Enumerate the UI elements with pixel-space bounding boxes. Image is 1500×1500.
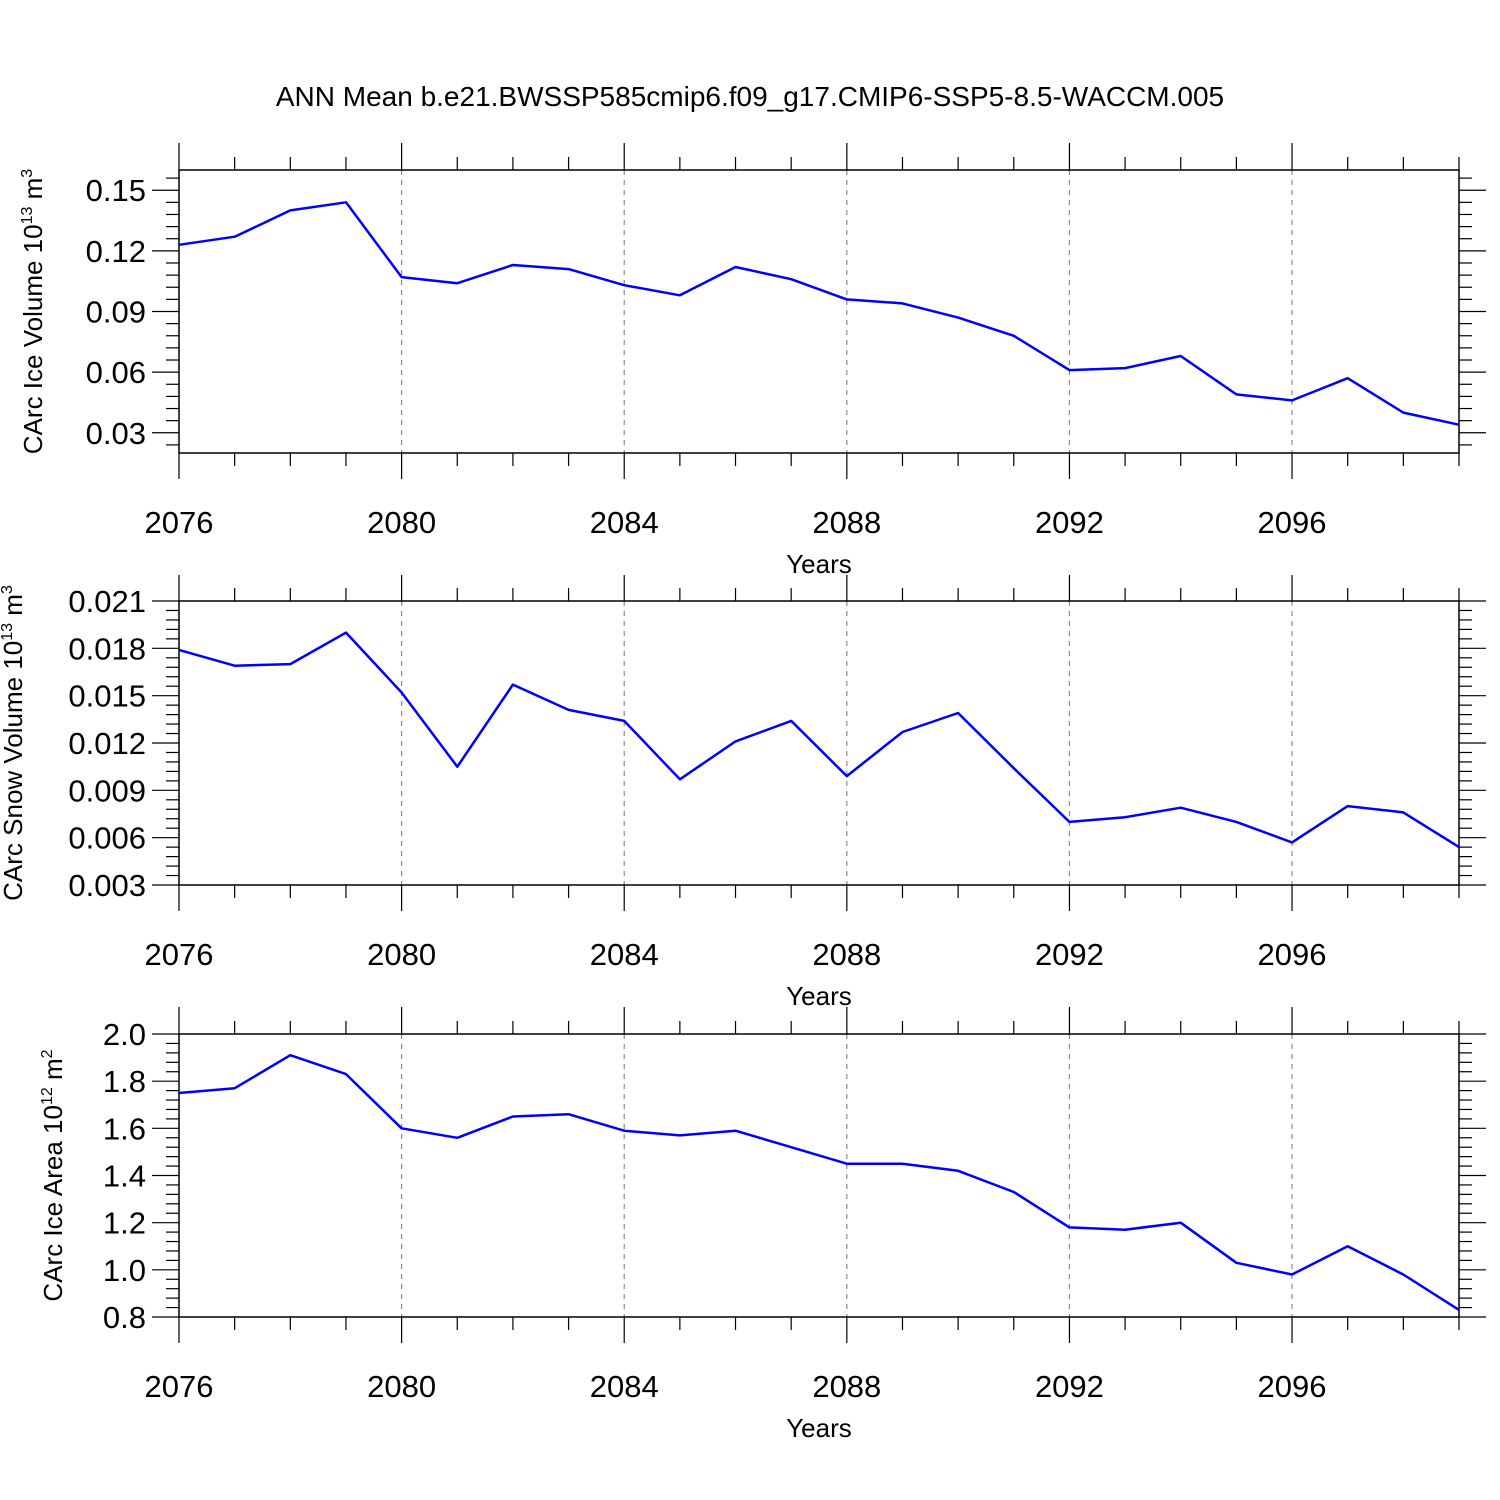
y-axis-title-unit-exp: 2 <box>39 1049 56 1058</box>
x-tick-label: 2084 <box>590 505 659 540</box>
panel-2: 0.003 0.006 0.009 0.012 0.015 0.018 0.021 2076 2… <box>0 575 1486 1011</box>
y-axis-title-unit-exp: 3 <box>19 169 36 178</box>
x-tick-label: 2080 <box>367 1369 436 1404</box>
panel-1: 0.03 0.06 0.09 0.12 0.15 2076 2080 2084 2088 2092… <box>18 143 1486 579</box>
y-tick-label: 1.0 <box>103 1253 146 1288</box>
x-tick-label: 2088 <box>812 1369 881 1404</box>
y-axis-title-exp: 13 <box>19 207 36 225</box>
y-tick-label: 1.4 <box>103 1159 146 1194</box>
y-tick-label: 0.009 <box>68 773 146 808</box>
x-tick-label: 2096 <box>1258 1369 1327 1404</box>
x-tick-label: 2080 <box>367 937 436 972</box>
y-axis-title-unit: m <box>0 594 28 623</box>
x-tick-label: 2084 <box>590 1369 659 1404</box>
y-tick-label: 0.12 <box>86 234 146 269</box>
panel-3: 0.8 1.0 1.2 1.4 1.6 1.8 2.0 2076 2080 2084 2088 209… <box>38 1007 1486 1443</box>
y-tick-label: 0.021 <box>68 584 146 619</box>
x-tick-label: 2076 <box>145 1369 214 1404</box>
y-axis-title: CArc Ice Volume 1013 m3 <box>18 169 48 454</box>
series-line <box>178 201 1460 426</box>
plot-frame <box>178 600 1460 886</box>
y-tick-label: 0.09 <box>86 295 146 330</box>
y-tick-label: 2.0 <box>103 1017 146 1052</box>
y-tick-label: 0.8 <box>103 1300 146 1335</box>
y-axis-title-exp: 12 <box>39 1087 56 1105</box>
x-axis-title: Years <box>786 549 852 579</box>
y-axis-title-base: CArc Ice Area 10 <box>38 1105 68 1302</box>
x-tick-label: 2076 <box>145 505 214 540</box>
x-tick-label: 2076 <box>145 937 214 972</box>
figure-title: ANN Mean b.e21.BWSSP585cmip6.f09_g17.CMI… <box>276 81 1224 112</box>
panels: 0.03 0.06 0.09 0.12 0.15 2076 2080 2084 2088 2092… <box>0 143 1486 1443</box>
x-tick-label: 2080 <box>367 505 436 540</box>
y-tick-label: 0.003 <box>68 868 146 903</box>
y-tick-label: 0.018 <box>68 631 146 666</box>
x-tick-label: 2092 <box>1035 505 1104 540</box>
y-axis-title: CArc Ice Area 1012 m2 <box>38 1049 68 1301</box>
y-axis-title-exp: 13 <box>0 623 16 641</box>
y-tick-label: 1.6 <box>103 1111 146 1146</box>
y-axis-title: CArc Snow Volume 1013 m3 <box>0 585 28 901</box>
x-tick-label: 2096 <box>1258 505 1327 540</box>
y-axis-title-unit: m <box>38 1058 68 1087</box>
y-axis-title-unit: m <box>18 178 48 207</box>
x-tick-label: 2092 <box>1035 1369 1104 1404</box>
y-tick-label: 0.06 <box>86 355 146 390</box>
x-tick-label: 2096 <box>1258 937 1327 972</box>
y-axis-title-base: CArc Ice Volume 10 <box>18 224 48 454</box>
y-tick-label: 0.15 <box>86 173 146 208</box>
y-axis-title-unit-exp: 3 <box>0 585 16 594</box>
x-tick-label: 2092 <box>1035 937 1104 972</box>
y-tick-label: 1.8 <box>103 1064 146 1099</box>
series-line <box>178 1053 1460 1311</box>
y-axis-title-base: CArc Snow Volume 10 <box>0 641 28 901</box>
y-tick-label: 0.03 <box>86 416 146 451</box>
plot-frame <box>178 169 1460 454</box>
y-tick-label: 1.2 <box>103 1206 146 1241</box>
plot-frame <box>178 1033 1460 1318</box>
y-tick-label: 0.012 <box>68 726 146 761</box>
x-axis-title: Years <box>786 1413 852 1443</box>
x-axis-title: Years <box>786 981 852 1011</box>
x-tick-label: 2088 <box>812 937 881 972</box>
y-tick-label: 0.015 <box>68 679 146 714</box>
x-tick-label: 2084 <box>590 937 659 972</box>
y-tick-label: 0.006 <box>68 821 146 856</box>
x-tick-label: 2088 <box>812 505 881 540</box>
series-line <box>178 631 1460 849</box>
